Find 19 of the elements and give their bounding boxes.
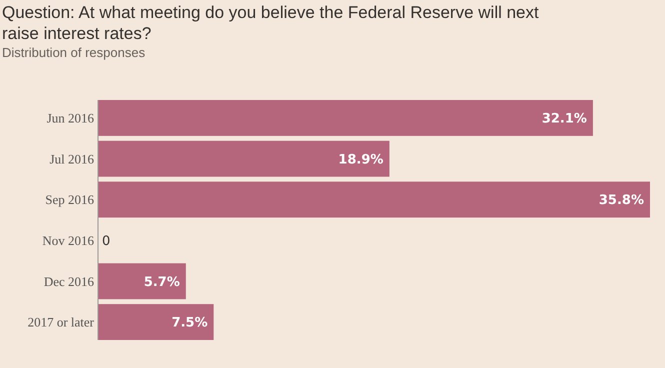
y-tick-label: Jun 2016 bbox=[46, 110, 94, 126]
data-label: 35.8% bbox=[598, 193, 644, 208]
bar bbox=[98, 100, 593, 136]
bar bbox=[98, 140, 390, 177]
y-tick-label: 2017 or later bbox=[28, 314, 95, 330]
y-tick-label: Sep 2016 bbox=[45, 192, 94, 208]
y-tick-label: Nov 2016 bbox=[42, 232, 94, 248]
data-label: 7.5% bbox=[172, 316, 208, 331]
y-tick-label: Dec 2016 bbox=[44, 274, 94, 289]
bar bbox=[98, 263, 186, 300]
data-label: 18.9% bbox=[338, 152, 384, 168]
bar bbox=[98, 304, 214, 340]
data-label: 5.7% bbox=[144, 274, 180, 290]
chart-subtitle: Distribution of responses bbox=[2, 45, 146, 60]
data-label: 0 bbox=[102, 234, 110, 249]
data-label: 32.1% bbox=[542, 112, 587, 127]
bar bbox=[98, 182, 650, 218]
y-tick-label: Jul 2016 bbox=[50, 151, 94, 166]
chart-title: Question: At what meeting do you believe the Federal Reserve will next raise interest rates? bbox=[2, 3, 540, 43]
